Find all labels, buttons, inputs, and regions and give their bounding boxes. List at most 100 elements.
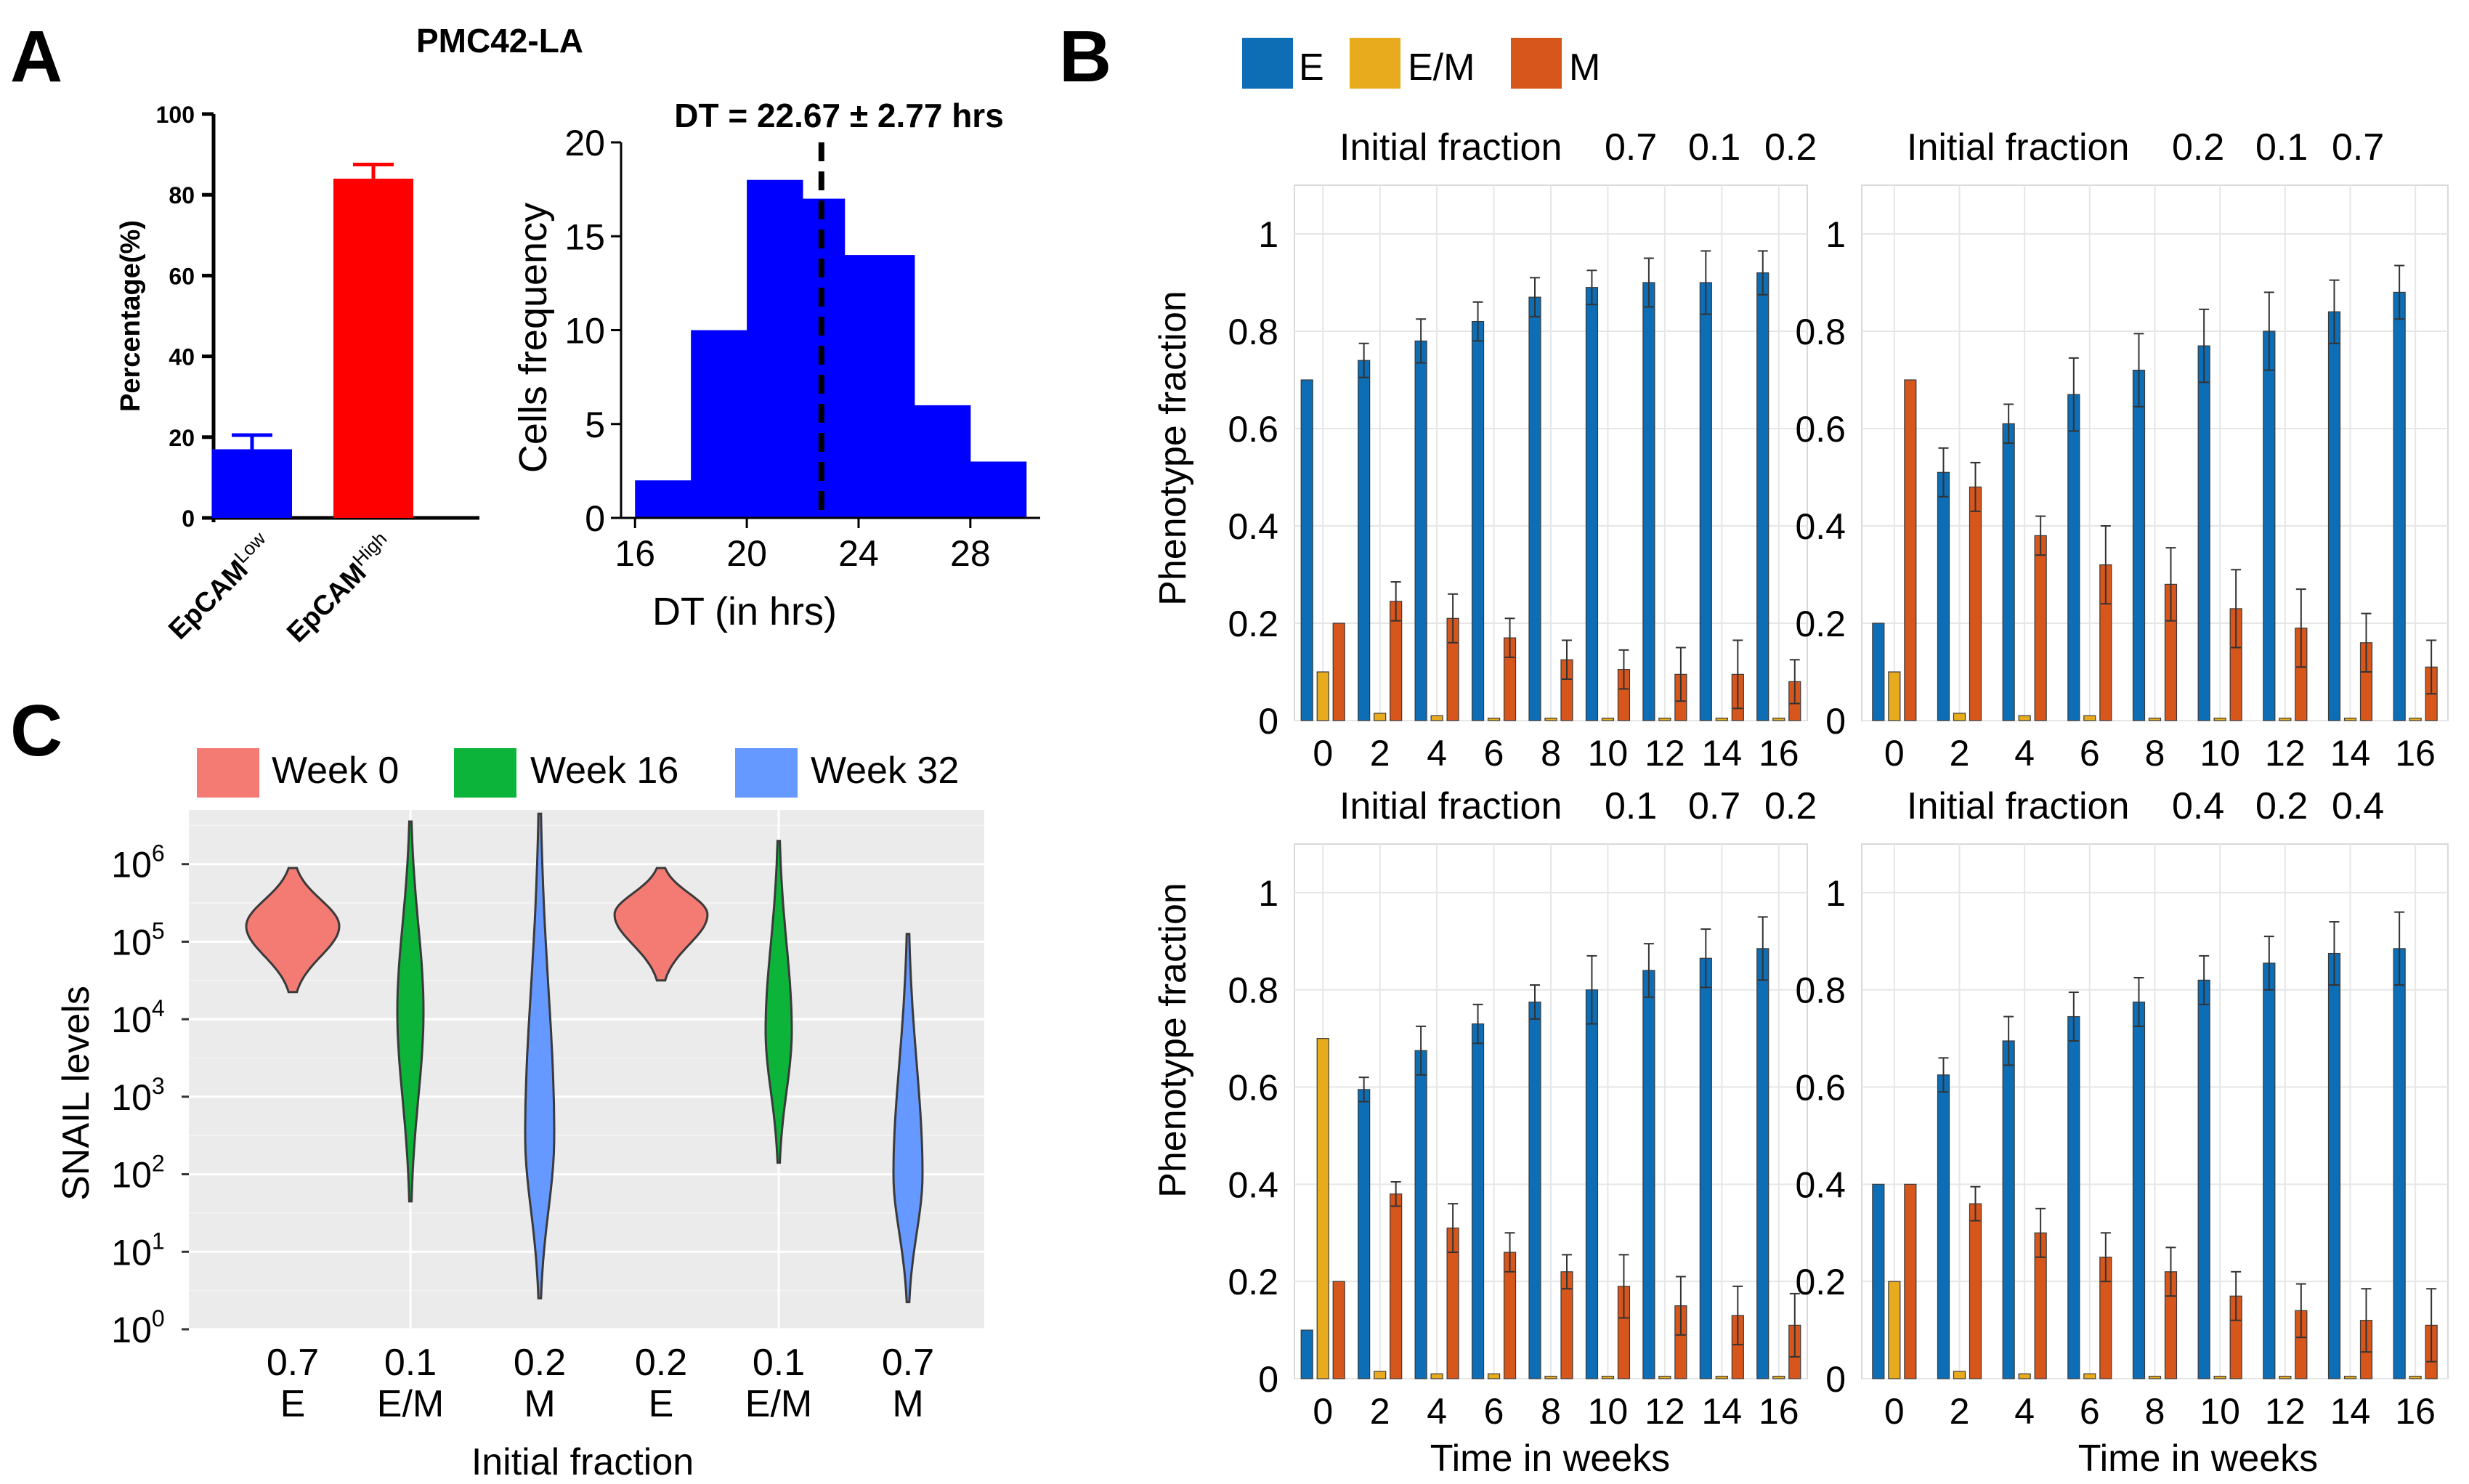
b-xlabel-left: Time in weeks — [1430, 1438, 1670, 1480]
b-y-tick-label: 0.4 — [1228, 1164, 1278, 1205]
b-x-tick-label: 16 — [2395, 1391, 2436, 1432]
a2-y-tick-label: 10 — [564, 311, 605, 352]
b-ylabel-top: Phenotype fraction — [1152, 291, 1194, 606]
b-x-tick-label: 8 — [1541, 733, 1561, 774]
b-subplot-title-value: 0.1 — [2255, 126, 2308, 169]
c-x-value-label: 0.2 — [635, 1342, 687, 1384]
b-y-tick-label: 0.2 — [1228, 604, 1278, 644]
b-bar-e — [1300, 379, 1313, 721]
b-bar-e — [1642, 282, 1655, 721]
b-bar-em — [2018, 715, 2031, 721]
b-x-tick-label: 6 — [1484, 733, 1504, 774]
b-bar-e — [2002, 1040, 2015, 1379]
b-bar-m — [1390, 1193, 1403, 1379]
b-bar-em — [2018, 1373, 2031, 1379]
b-bar-e — [1937, 1074, 1950, 1379]
b-y-tick-label: 0.8 — [1795, 970, 1846, 1011]
b-x-tick-label: 14 — [1702, 733, 1743, 774]
b-subplot-title-value: 0.7 — [2332, 126, 2384, 169]
b-x-tick-label: 12 — [1645, 733, 1685, 774]
c-y-tick-label: 106 — [111, 840, 164, 885]
b-bar-e — [1872, 1183, 1885, 1379]
b-bar-em — [1715, 1376, 1728, 1379]
c-legend-w0: Week 0 — [272, 750, 399, 792]
b-y-tick-label: 0.4 — [1795, 506, 1846, 547]
b-legend-swatch-e — [1242, 38, 1293, 89]
b-legend-m: M — [1569, 46, 1600, 89]
b-x-tick-label: 8 — [2145, 733, 2165, 774]
b-bar-em — [1772, 718, 1785, 721]
b-bar-m — [1332, 1281, 1345, 1379]
b-x-tick-label: 8 — [2145, 1391, 2165, 1432]
b-y-tick-label: 0 — [1258, 701, 1278, 742]
b-bar-e — [2132, 1001, 2146, 1379]
b-bar-e — [2067, 1015, 2080, 1379]
c-legend-swatch-w16 — [454, 748, 516, 798]
b-bar-em — [2409, 1376, 2422, 1379]
b-bar-e — [1642, 970, 1655, 1379]
a2-histogram-bar — [844, 255, 915, 518]
b-bar-em — [2148, 718, 2162, 721]
b-bar-em — [2213, 718, 2226, 721]
b-x-tick-label: 16 — [1759, 1391, 1799, 1432]
b-bar-e — [1937, 471, 1950, 721]
b-bar-em — [1544, 1376, 1557, 1379]
b-x-tick-label: 8 — [1541, 1391, 1561, 1432]
panel-label-a: A — [10, 16, 62, 97]
b-subplot-title-value: 0.7 — [1605, 126, 1657, 169]
c-legend-swatch-w0 — [197, 748, 259, 798]
b-legend-swatch-em — [1350, 38, 1400, 89]
a1-y-tick-label: 20 — [169, 425, 195, 451]
b-bar-e — [1300, 1329, 1313, 1379]
b-subplot-title-value: 0.4 — [2172, 785, 2224, 827]
b-bar-e — [2393, 948, 2406, 1379]
b-y-tick-label: 1 — [1825, 873, 1846, 914]
panel-label-c: C — [10, 690, 62, 771]
c-y-tick-label: 101 — [111, 1228, 164, 1273]
b-y-tick-label: 0.8 — [1795, 312, 1846, 352]
b-bar-e — [1585, 287, 1599, 721]
b-bar-e — [2197, 345, 2210, 721]
c-y-tick-label: 103 — [111, 1073, 164, 1118]
b-subplot-title-value: 0.7 — [1688, 785, 1740, 827]
b-bar-e — [1358, 1089, 1371, 1379]
c-y-tick-label: 102 — [111, 1151, 164, 1196]
b-y-tick-label: 0 — [1825, 701, 1846, 742]
b-bar-e — [2393, 291, 2406, 721]
c-ylabel: SNAIL levels — [55, 986, 97, 1201]
b-y-tick-label: 0.2 — [1795, 1262, 1846, 1302]
c-y-tick-label: 105 — [111, 917, 164, 962]
b-bar-m — [1969, 1203, 1982, 1379]
a2-x-tick-label: 24 — [838, 533, 879, 574]
a2-histogram-bar — [691, 330, 747, 518]
b-bar-m — [1969, 486, 1982, 721]
a2-y-tick-label: 5 — [585, 405, 605, 445]
b-y-tick-label: 0.6 — [1795, 409, 1846, 450]
b-x-tick-label: 12 — [2265, 733, 2306, 774]
b-subplot-title-value: 0.2 — [2172, 126, 2224, 169]
b-bar-e — [1699, 282, 1712, 721]
b-bar-em — [2083, 1373, 2096, 1379]
b-bar-em — [1953, 1371, 1966, 1379]
c-x-value-label: 0.7 — [882, 1342, 934, 1384]
c-xlabel: Initial fraction — [471, 1441, 694, 1483]
a2-histogram-bar — [914, 405, 971, 518]
a1-y-tick-label: 60 — [169, 263, 195, 289]
b-xlabel-right: Time in weeks — [2078, 1438, 2318, 1480]
b-x-tick-label: 6 — [2080, 1391, 2100, 1432]
a2-y-tick-label: 15 — [564, 216, 605, 257]
b-bar-e — [1528, 296, 1541, 721]
a2-histogram-bar — [747, 179, 803, 518]
b-y-tick-label: 0.8 — [1228, 312, 1278, 352]
b-bar-em — [1601, 718, 1615, 721]
b-subplot-title-value: 0.4 — [2332, 785, 2384, 827]
b-bar-em — [2279, 718, 2292, 721]
b-bar-em — [1430, 1373, 1443, 1379]
b-bar-e — [1528, 1001, 1541, 1379]
b-bar-e — [2263, 331, 2276, 721]
b-bar-m — [1904, 1183, 1917, 1379]
b-bar-em — [2409, 718, 2422, 721]
b-bar-m — [1904, 379, 1917, 721]
b-bar-e — [2327, 952, 2341, 1379]
b-x-tick-label: 14 — [2330, 1391, 2371, 1432]
